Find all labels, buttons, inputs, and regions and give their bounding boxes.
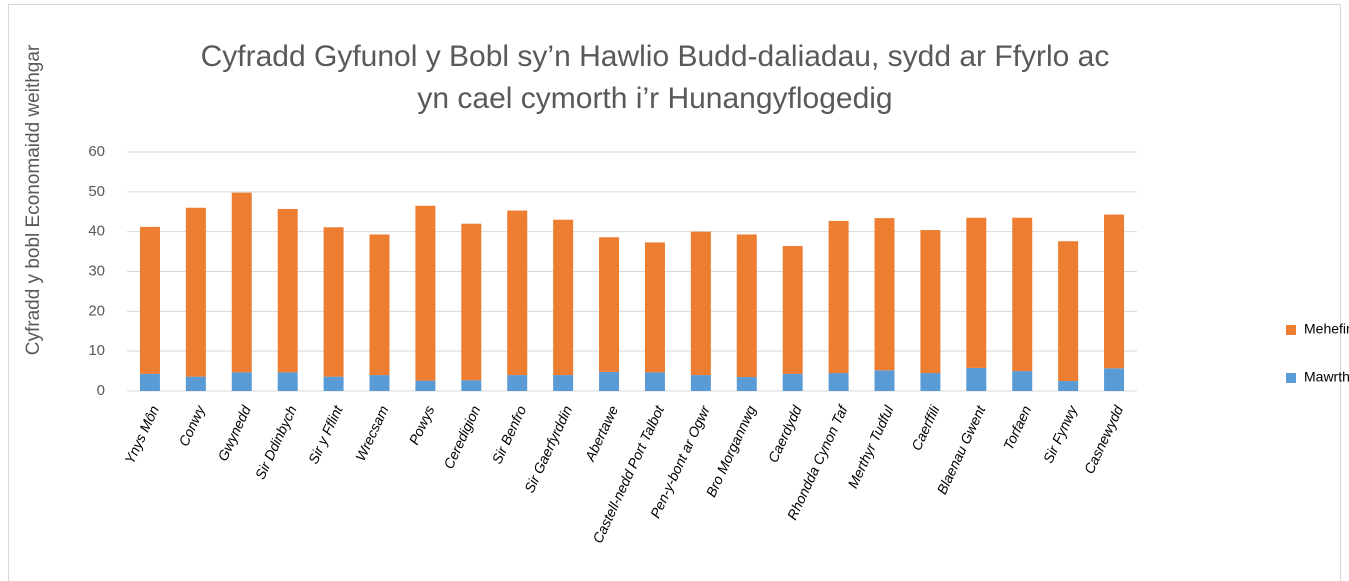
legend-label: Mawrth 2020 [1304, 369, 1349, 385]
y-tick-label: 10 [88, 342, 105, 359]
bar-segment [782, 373, 803, 391]
bar-segment [277, 372, 298, 391]
bar-segment [599, 371, 620, 391]
bar-segment [185, 376, 206, 391]
legend-swatch [1286, 325, 1296, 335]
bar-segment [415, 380, 436, 391]
bar-segment [644, 372, 665, 391]
bar-segment [920, 230, 941, 374]
bar-segment [599, 237, 620, 372]
chart-title: Cyfradd Gyfunol y Bobl sy’n Hawlio Budd-… [201, 40, 1110, 73]
bar-segment [507, 375, 528, 391]
y-tick-label: 60 [88, 143, 105, 160]
bar-segment [185, 207, 206, 377]
bar-segment [1012, 371, 1033, 391]
bar-segment [507, 210, 528, 376]
bar-segment [1012, 217, 1033, 372]
bar-segment [461, 380, 482, 391]
bar-segment [1058, 381, 1079, 391]
bar-segment [1104, 368, 1125, 391]
bar-segment [644, 242, 665, 373]
bar-segment [966, 217, 987, 368]
bar-segment [231, 192, 252, 373]
bar-segment [874, 370, 895, 391]
bar-segment [139, 226, 160, 374]
bar-segment [828, 220, 849, 374]
legend-swatch [1286, 373, 1296, 383]
bar-segment [1104, 214, 1125, 369]
y-tick-label: 50 [88, 183, 105, 200]
legend-label: Mehefin 2020 [1304, 321, 1349, 337]
chart-title: yn cael cymorth i’r Hunangyflogedig [417, 82, 892, 115]
bar-segment [277, 208, 298, 373]
bar-segment [139, 373, 160, 391]
bar-segment [920, 373, 941, 391]
bar-segment [690, 231, 711, 376]
bar-segment [553, 375, 574, 391]
bar-segment [690, 375, 711, 391]
bar-segment [736, 377, 757, 391]
y-axis-label: Cyfradd y bobl Economaidd weithgar [23, 44, 44, 355]
bar-segment [369, 375, 390, 391]
bar-segment [231, 372, 252, 391]
bar-segment [736, 234, 757, 378]
bar-segment [1058, 241, 1079, 382]
y-tick-label: 0 [97, 382, 105, 399]
bar-segment [553, 219, 574, 376]
y-tick-label: 40 [88, 223, 105, 240]
bar-segment [874, 218, 895, 371]
y-tick-label: 20 [88, 302, 105, 319]
y-tick-label: 30 [88, 262, 105, 279]
bar-segment [323, 227, 344, 377]
bar-segment [461, 223, 482, 381]
bar-segment [828, 373, 849, 391]
bar-segment [415, 205, 436, 381]
bar-segment [782, 246, 803, 374]
bar-segment [966, 367, 987, 391]
bar-segment [323, 376, 344, 391]
bar-segment [369, 234, 390, 376]
